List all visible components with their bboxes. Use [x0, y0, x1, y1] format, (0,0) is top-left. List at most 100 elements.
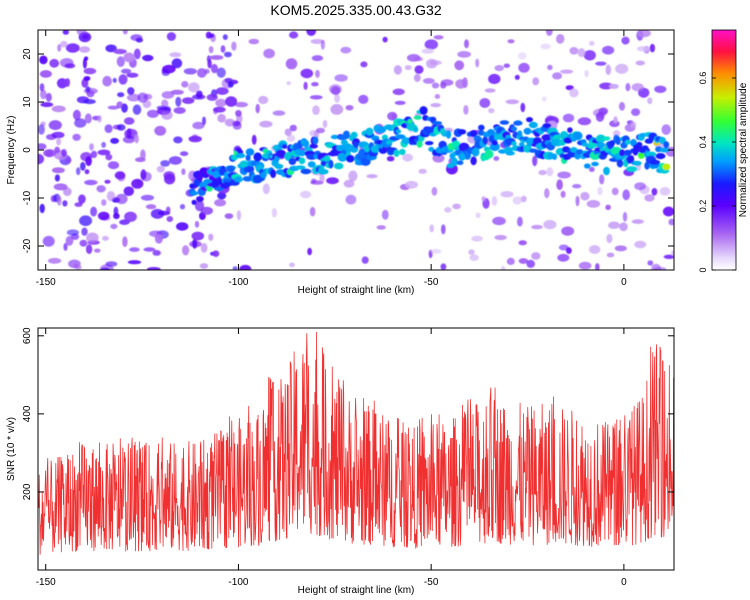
heatmap-noise-cell: [39, 203, 45, 214]
heatmap-ridge-cell: [300, 168, 312, 175]
heatmap-noise-cell: [469, 254, 479, 261]
heatmap-noise-cell: [561, 226, 575, 236]
heatmap-noise-cell: [154, 125, 167, 136]
heatmap-noise-cell: [169, 52, 182, 58]
heatmap-ridge-cell: [542, 123, 552, 129]
heatmap-noise-cell: [615, 63, 629, 74]
heatmap-noise-cell: [659, 187, 671, 196]
heatmap-noise-cell: [79, 46, 91, 53]
heatmap-noise-cell: [326, 177, 339, 185]
heatmap-ridge-cell: [663, 141, 670, 149]
heatmap-noise-cell: [386, 156, 395, 162]
heatmap-noise-cell: [65, 235, 74, 246]
heatmap-ridge-cell: [583, 163, 591, 169]
heatmap-noise-cell: [463, 105, 469, 115]
heatmap-noise-cell: [556, 34, 565, 44]
heatmap-noise-cell: [154, 234, 163, 239]
heatmap-noise-cell: [307, 247, 312, 256]
heatmap-noise-cell: [200, 242, 208, 253]
heatmap-ridge-cell: [340, 139, 348, 146]
heatmap-noise-cell: [89, 143, 94, 151]
heatmap-noise-cell: [430, 103, 442, 108]
heatmap-noise-cell: [649, 43, 656, 53]
heatmap-ridge-cell: [288, 157, 297, 165]
heatmap-noise-cell: [310, 39, 325, 44]
heatmap-noise-cell: [475, 212, 481, 219]
heatmap-noise-cell: [181, 168, 186, 175]
heatmap-noise-cell: [322, 119, 328, 129]
heatmap-noise-cell: [129, 247, 140, 252]
heatmap-noise-cell: [512, 196, 522, 205]
heatmap-noise-cell: [518, 240, 527, 246]
heatmap-noise-cell: [514, 74, 520, 80]
heatmap-noise-cell: [236, 210, 242, 221]
heatmap-ridge-cell: [551, 153, 558, 160]
heatmap-ridge-cell: [407, 119, 413, 124]
heatmap-noise-cell: [557, 171, 571, 179]
heatmap-ridge-cell: [401, 137, 411, 145]
heatmap-noise-cell: [468, 249, 475, 255]
heatmap-noise-cell: [493, 156, 500, 161]
heatmap-noise-cell: [661, 124, 671, 135]
heatmap-noise-cell: [85, 155, 92, 167]
heatmap-noise-cell: [85, 86, 91, 93]
heatmap-noise-cell: [345, 105, 354, 111]
heatmap-ridge-cell: [609, 140, 615, 147]
heatmap-noise-cell: [96, 185, 106, 193]
heatmap-noise-cell: [500, 265, 506, 270]
heatmap-noise-cell: [78, 194, 86, 204]
heatmap-noise-cell: [137, 92, 148, 103]
heatmap-noise-cell: [166, 32, 176, 41]
heatmap-noise-cell: [488, 108, 495, 114]
heatmap-ridge-cell: [424, 141, 434, 146]
heatmap-noise-cell: [239, 264, 252, 270]
snr-series-line: [38, 331, 674, 555]
heatmap-noise-cell: [330, 104, 344, 115]
heatmap-noise-cell: [625, 83, 631, 92]
heatmap-noise-cell: [104, 124, 113, 133]
heatmap-noise-cell: [285, 58, 298, 70]
heatmap-ridge-cell: [645, 151, 657, 157]
heatmap-ridge-cell: [190, 190, 198, 196]
heatmap-ridge-cell: [487, 129, 495, 135]
heatmap-noise-cell: [422, 78, 435, 84]
heatmap-ridge-cell: [563, 137, 573, 144]
heatmap-noise-cell: [634, 240, 647, 249]
heatmap-ridge-cell: [662, 163, 671, 171]
heatmap-noise-cell: [481, 196, 486, 202]
heatmap-noise-cell: [183, 68, 197, 75]
heatmap-ridge-cell: [413, 126, 419, 133]
heatmap-noise-cell: [588, 166, 595, 172]
heatmap-noise-cell: [405, 180, 418, 189]
heatmap-ridge-cell: [517, 130, 523, 138]
heatmap-noise-cell: [192, 121, 205, 130]
heatmap-noise-cell: [122, 236, 128, 248]
heatmap-ridge-cell: [619, 149, 625, 157]
heatmap-noise-cell: [192, 94, 206, 100]
heatmap-noise-cell: [289, 31, 299, 39]
heatmap-noise-cell: [431, 186, 438, 196]
heatmap-noise-cell: [272, 110, 286, 116]
heatmap-ridge-cell: [260, 171, 267, 179]
heatmap-ridge-cell: [602, 136, 611, 141]
y-tick-label: -20: [22, 238, 33, 253]
heatmap-noise-cell: [65, 43, 80, 53]
heatmap-noise-cell: [622, 189, 630, 201]
heatmap-noise-cell: [176, 222, 189, 231]
heatmap-noise-cell: [63, 242, 68, 251]
heatmap-ridge-cell: [470, 130, 478, 138]
heatmap-ridge-cell: [637, 151, 645, 159]
heatmap-ridge-cell: [623, 149, 632, 156]
heatmap-ridge-cell: [445, 130, 452, 139]
heatmap-noise-cell: [455, 79, 467, 89]
heatmap-ridge-cell: [644, 161, 650, 170]
heatmap-noise-cell: [599, 174, 605, 185]
heatmap-ridge-cell: [470, 156, 477, 166]
heatmap-noise-cell: [471, 235, 483, 242]
heatmap-noise-cell: [595, 61, 607, 66]
heatmap-ridge-cell: [302, 139, 310, 148]
heatmap-noise-cell: [231, 41, 237, 51]
heatmap-noise-cell: [531, 224, 543, 230]
heatmap-noise-cell: [121, 68, 132, 74]
